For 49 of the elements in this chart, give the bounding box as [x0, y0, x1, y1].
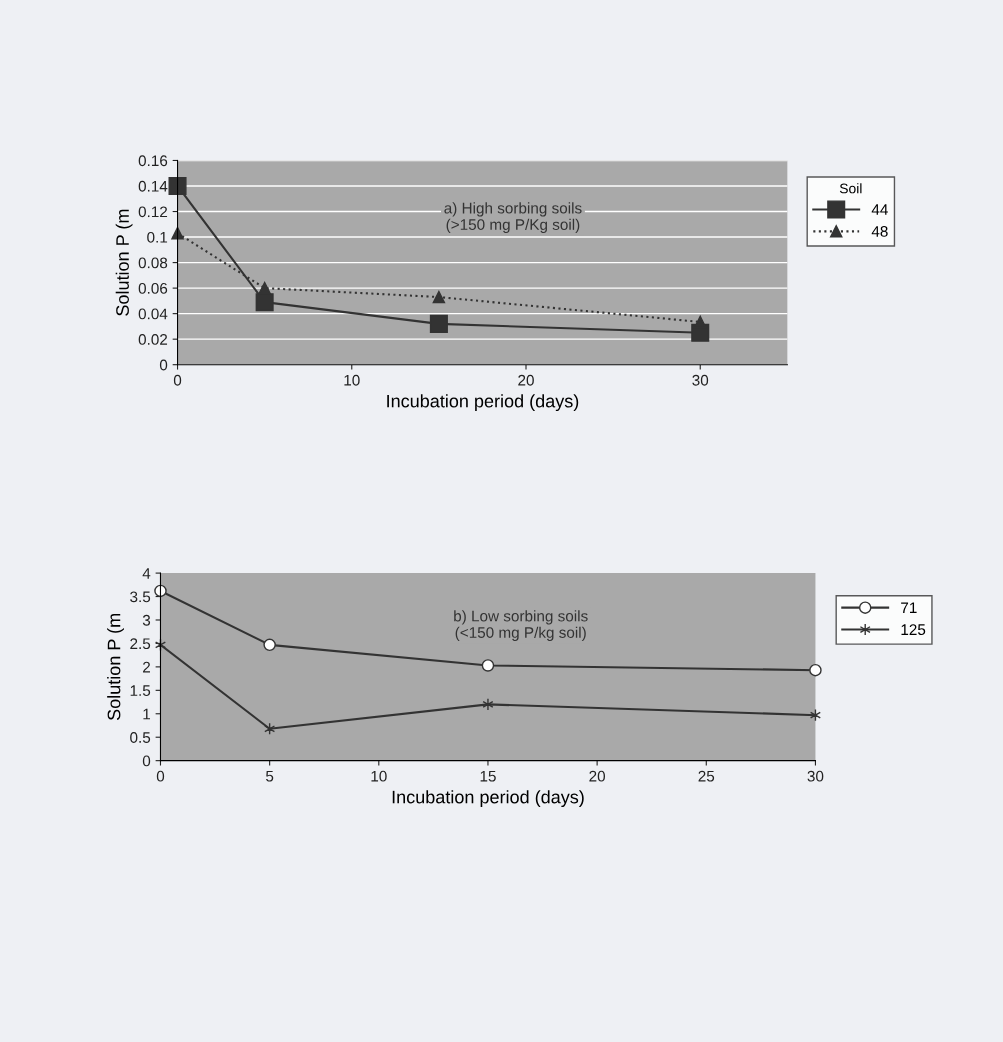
y-tick-label: 2.5: [130, 638, 151, 650]
point: [168, 176, 187, 196]
point: [255, 293, 274, 312]
y-tick-label: 0: [142, 755, 151, 767]
y-tick-label: 3: [142, 614, 151, 626]
x-tick-label: 10: [344, 374, 360, 386]
y-tick-label: 2: [143, 661, 150, 673]
point: [154, 584, 167, 598]
annotation: a) High sorbing soils (>150 mg P/Kg soil): [444, 202, 582, 233]
x-tick-label: 15: [480, 770, 496, 782]
y-tick-label: 0.1: [147, 231, 168, 243]
y-axis-title: Solution P (m: [107, 614, 124, 721]
y-tick-label: 3.5: [130, 591, 151, 603]
x-tick-label: 10: [371, 770, 387, 782]
point: [809, 663, 822, 677]
y-tick-label: 0.16: [138, 155, 168, 167]
x-tick-label: 0: [173, 374, 182, 386]
y-tick-label: 0.12: [138, 206, 168, 218]
y-tick-label: 0: [159, 359, 168, 371]
x-tick-label: 20: [589, 770, 606, 782]
y-tick-label: 0.08: [138, 257, 168, 269]
legend-label: 44: [871, 204, 888, 215]
y-tick-label: 0.14: [138, 180, 168, 192]
legend-label: 71: [901, 602, 917, 613]
point: [432, 290, 446, 304]
x-tick-label: 5: [266, 770, 274, 782]
x-axis-title: Incubation period (days): [392, 790, 584, 808]
y-tick-label: 1.5: [130, 685, 151, 697]
point: [481, 659, 495, 672]
point: [429, 314, 448, 333]
y-tick-label: 0.04: [138, 308, 168, 320]
legend-label: 125: [901, 624, 926, 636]
y-tick-label: 4: [142, 568, 151, 579]
y-tick-label: 0.5: [130, 732, 151, 743]
annotation: b) Low sorbing soils (<150 mg P/kg soil): [454, 610, 588, 641]
x-axis-title: Incubation period (days): [387, 394, 579, 412]
y-axis-title: Solution P (m: [115, 209, 133, 316]
x-tick-label: 25: [698, 770, 715, 782]
legend-title: Soil: [839, 183, 862, 194]
point: [482, 698, 494, 711]
y-tick-label: 0.02: [138, 334, 168, 345]
x-tick-label: 30: [807, 770, 824, 782]
y-tick-label: 0.06: [138, 282, 168, 294]
x-tick-label: 30: [692, 374, 709, 386]
legend-label: 48: [871, 226, 888, 237]
point: [258, 281, 271, 295]
y-tick-label: 1: [143, 708, 151, 720]
x-tick-label: 20: [518, 374, 534, 386]
point: [263, 638, 276, 652]
